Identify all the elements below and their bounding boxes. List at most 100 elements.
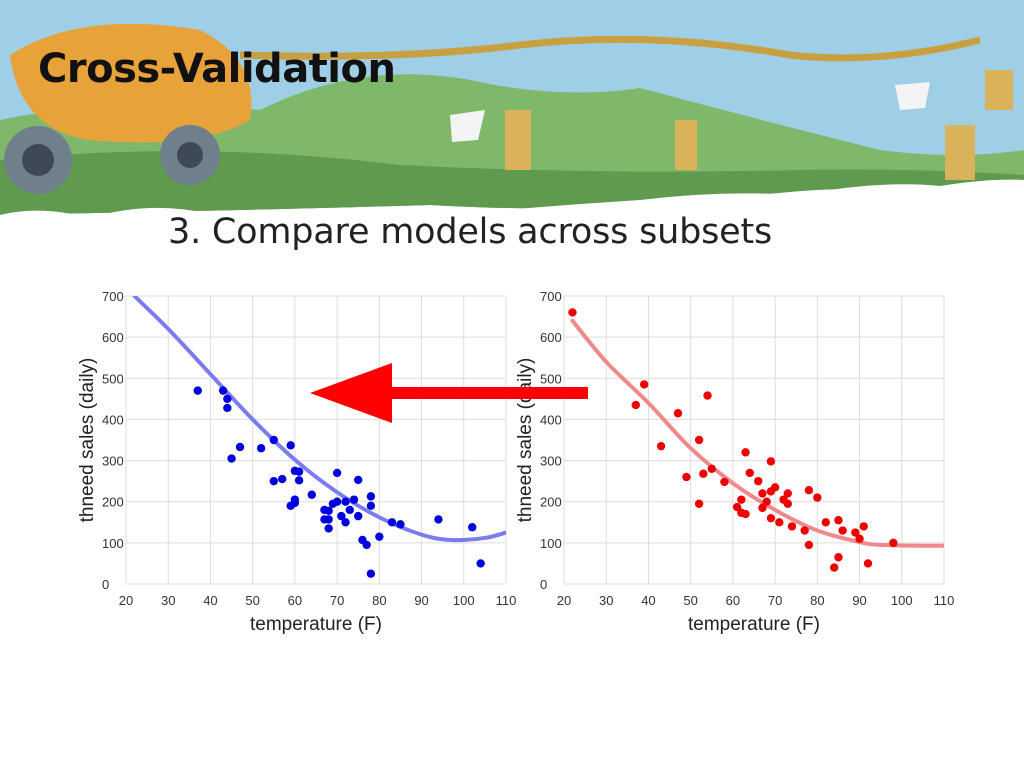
y-tick-label: 100 xyxy=(102,536,124,551)
data-point xyxy=(851,528,860,537)
data-point xyxy=(345,505,354,515)
y-tick-label: 700 xyxy=(102,289,124,304)
y-axis-title: thneed sales (daily) xyxy=(77,358,98,523)
x-tick-label: 40 xyxy=(203,593,217,608)
data-point xyxy=(568,308,577,317)
data-point xyxy=(741,509,750,519)
data-point xyxy=(737,495,746,504)
data-point xyxy=(324,524,333,533)
left-arrow-icon xyxy=(310,363,588,423)
data-point xyxy=(754,476,763,486)
data-point xyxy=(631,400,640,410)
fit-curve xyxy=(570,318,944,548)
machine-body xyxy=(10,23,252,143)
data-point xyxy=(434,515,443,524)
grid xyxy=(563,295,945,585)
data-point xyxy=(758,489,767,498)
y-tick-label: 300 xyxy=(102,454,124,469)
data-point xyxy=(193,386,202,395)
data-point xyxy=(855,534,864,543)
data-point xyxy=(838,526,847,535)
data-point xyxy=(349,495,359,504)
data-point xyxy=(294,476,304,485)
data-point xyxy=(804,485,814,495)
paper-scrap xyxy=(895,82,930,110)
x-tick-label: 70 xyxy=(768,593,782,608)
x-tick-label: 20 xyxy=(557,593,571,608)
x-tick-label: 20 xyxy=(119,593,133,608)
data-point xyxy=(341,497,350,506)
data-point xyxy=(337,511,346,521)
x-tick-label: 40 xyxy=(641,593,655,608)
right-scatter-chart: 20 30 40 50 60 70 80 90 100 110 0 100 200 300 400 500 60… xyxy=(515,289,954,635)
data-point xyxy=(707,464,716,473)
truffula-stump xyxy=(675,120,697,170)
y-tick-label: 700 xyxy=(540,289,562,304)
data-point xyxy=(766,513,776,523)
data-point xyxy=(223,394,232,404)
data-point xyxy=(758,503,767,513)
data-point xyxy=(223,403,232,413)
data-point xyxy=(387,518,397,527)
data-point xyxy=(307,490,316,499)
data-point xyxy=(235,442,245,452)
data-point xyxy=(269,476,278,486)
data-point xyxy=(656,441,666,451)
data-point xyxy=(783,489,792,498)
data-point xyxy=(366,492,376,501)
arrow-shaft xyxy=(390,387,588,399)
data-point xyxy=(278,474,287,484)
slide-title: Cross-Validation xyxy=(38,46,396,92)
slide-subtitle: 3. Compare models across subsets xyxy=(168,212,773,252)
x-axis-title: temperature (F) xyxy=(688,614,820,635)
data-point xyxy=(830,563,839,572)
data-point xyxy=(682,472,691,482)
data-point xyxy=(787,522,797,531)
data-point xyxy=(783,499,792,508)
y-tick-label: 500 xyxy=(540,371,562,386)
data-point xyxy=(834,553,843,562)
truffula-stump xyxy=(505,110,531,170)
data-point xyxy=(694,435,704,445)
x-tick-label: 70 xyxy=(330,593,344,608)
y-axis-title: thneed sales (daily) xyxy=(515,358,536,523)
x-tick-label: 80 xyxy=(810,593,824,608)
data-point xyxy=(476,559,485,568)
truffula-stump xyxy=(985,70,1013,110)
data-point xyxy=(354,475,363,485)
y-tick-label: 200 xyxy=(102,495,124,510)
data-point xyxy=(762,497,771,506)
x-tick-label: 60 xyxy=(726,593,740,608)
x-tick-label: 50 xyxy=(245,593,259,608)
data-point xyxy=(732,502,742,512)
data-point xyxy=(703,391,712,400)
data-point xyxy=(294,467,304,476)
x-tick-label: 90 xyxy=(852,593,866,608)
data-point xyxy=(332,497,342,506)
x-tick-label: 90 xyxy=(414,593,428,608)
x-tick-label: 110 xyxy=(496,593,517,608)
truffula-stump xyxy=(945,125,975,180)
data-point xyxy=(834,516,843,525)
data-point xyxy=(324,506,333,515)
x-tick-label: 100 xyxy=(453,593,475,608)
data-point xyxy=(741,448,750,457)
x-tick-label: 50 xyxy=(683,593,697,608)
data-point xyxy=(766,457,776,466)
y-tick-label: 600 xyxy=(540,330,562,345)
arrow-head xyxy=(310,363,392,423)
data-point xyxy=(218,386,228,395)
y-tick-label: 300 xyxy=(540,454,562,469)
data-point xyxy=(821,518,830,527)
data-point xyxy=(813,493,822,502)
hill-shadow xyxy=(0,151,1024,215)
x-axis-title: temperature (F) xyxy=(250,614,382,635)
left-scatter-chart: 20 30 40 50 60 70 80 90 100 110 0 100 200 300 400 500 60… xyxy=(77,289,516,635)
y-tick-label: 500 xyxy=(102,371,124,386)
data-point xyxy=(699,469,708,478)
data-point xyxy=(694,499,704,508)
data-point xyxy=(673,409,683,418)
illustration-banner xyxy=(0,0,1024,240)
data-point xyxy=(396,520,405,529)
